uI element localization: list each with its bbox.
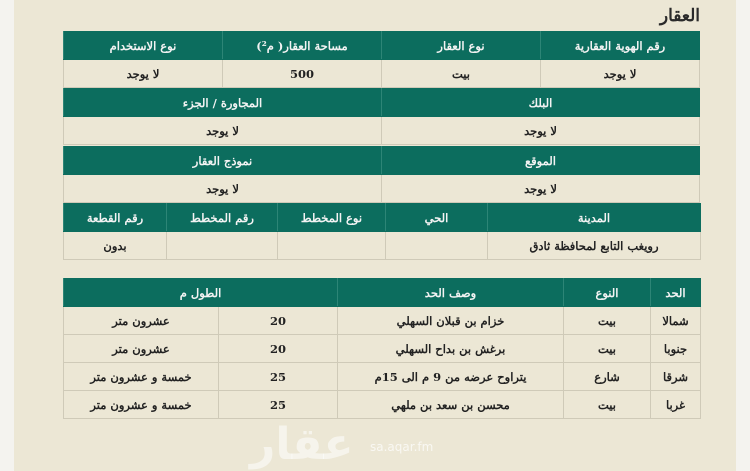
side-cell: شمالا [650, 306, 701, 335]
header-cell: رقم الهوية العقارية [540, 31, 700, 60]
header-cell: البلك [381, 88, 700, 117]
header-cell: وصف الحد [337, 278, 564, 307]
location-table: الموقع نموذج العقار لا يوجد لا يوجد [63, 146, 700, 203]
header-cell: الطول م [63, 278, 338, 307]
type-cell: بيت [563, 334, 651, 363]
side-cell: غربا [650, 390, 701, 419]
length-cell: 25 [218, 390, 338, 419]
desc-cell: يتراوح عرضه من 9 م الى 15م [337, 362, 564, 391]
watermark-url: sa.aqar.fm [370, 440, 434, 454]
type-cell: بيت [563, 306, 651, 335]
header-cell: النوع [563, 278, 651, 307]
block-table: البلك المجاورة / الجزء لا يوجد لا يوجد [63, 88, 700, 145]
value-cell [166, 231, 278, 260]
desc-cell: محسن بن سعد بن ملهي [337, 390, 564, 419]
header-cell: الحد [650, 278, 701, 307]
table-row: شمالا بيت خزام بن قبلان السهلي 20 عشرون متر [63, 306, 701, 335]
length-text-cell: خمسة و عشرون متر [63, 362, 219, 391]
length-text-cell: خمسة و عشرون متر [63, 390, 219, 419]
length-text-cell: عشرون متر [63, 306, 219, 335]
property-table: رقم الهوية العقارية نوع العقار مساحة العقا… [63, 31, 700, 88]
length-text-cell: عشرون متر [63, 334, 219, 363]
header-cell: الموقع [381, 146, 700, 175]
side-cell: جنوبا [650, 334, 701, 363]
value-cell: لا يوجد [540, 59, 700, 88]
desc-cell: خزام بن قبلان السهلي [337, 306, 564, 335]
boundaries-table: الحد النوع وصف الحد الطول م شمالا بيت خزام بن… [63, 278, 701, 419]
header-cell: نوع المخطط [277, 203, 386, 232]
desc-cell: برغش بن بداح السهلي [337, 334, 564, 363]
side-cell: شرقا [650, 362, 701, 391]
city-table: المدينة الحي نوع المخطط رقم المخطط رقم القطع… [63, 203, 701, 260]
type-cell: بيت [563, 390, 651, 419]
value-cell: رويغب التابع لمحافظة ثادق [487, 231, 701, 260]
header-cell: نموذج العقار [63, 146, 382, 175]
header-cell: الحي [385, 203, 488, 232]
value-cell: لا يوجد [381, 174, 700, 203]
section-title: العقار [659, 6, 700, 26]
table-row: غربا بيت محسن بن سعد بن ملهي 25 خمسة و عشرون… [63, 390, 701, 419]
table-row: شرقا شارع يتراوح عرضه من 9 م الى 15م 25 خمسة… [63, 362, 701, 391]
value-cell: بيت [381, 59, 541, 88]
value-cell: 500 [222, 59, 382, 88]
table-row: جنوبا بيت برغش بن بداح السهلي 20 عشرون متر [63, 334, 701, 363]
value-cell [385, 231, 488, 260]
length-cell: 20 [218, 334, 338, 363]
value-cell: لا يوجد [381, 116, 700, 145]
header-cell: المدينة [487, 203, 701, 232]
type-cell: شارع [563, 362, 651, 391]
header-cell: مساحة العقار( م²) [222, 31, 382, 60]
header-cell: رقم المخطط [166, 203, 278, 232]
value-cell: لا يوجد [63, 59, 223, 88]
header-cell: رقم القطعة [63, 203, 167, 232]
value-cell: لا يوجد [63, 116, 382, 145]
header-cell: نوع الاستخدام [63, 31, 223, 60]
header-cell: نوع العقار [381, 31, 541, 60]
value-cell [277, 231, 386, 260]
length-cell: 20 [218, 306, 338, 335]
value-cell: بدون [63, 231, 167, 260]
length-cell: 25 [218, 362, 338, 391]
value-cell: لا يوجد [63, 174, 382, 203]
header-cell: المجاورة / الجزء [63, 88, 382, 117]
